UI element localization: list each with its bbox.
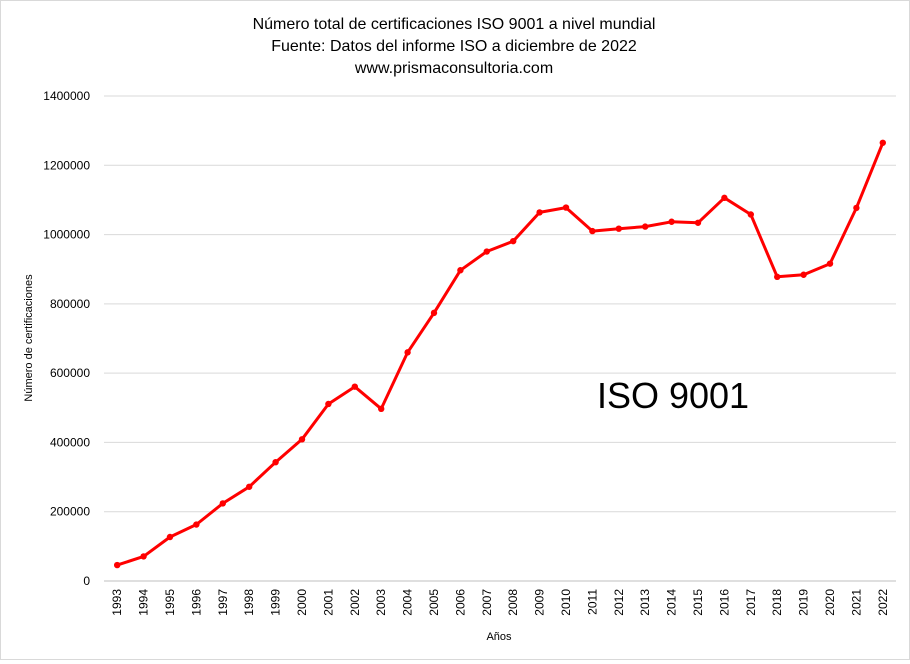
- x-tick-label: 2004: [401, 589, 415, 616]
- data-point: [642, 223, 649, 230]
- series-group: [114, 139, 886, 569]
- chart-subtitle: Fuente: Datos del informe ISO a diciembr…: [271, 38, 637, 55]
- x-tick-label: 2020: [823, 589, 837, 616]
- data-point: [140, 553, 147, 560]
- data-point: [378, 405, 385, 413]
- data-point: [483, 248, 490, 255]
- x-tick-label: 2006: [453, 589, 467, 616]
- data-point: [879, 139, 886, 146]
- x-tick-label: 2008: [506, 589, 520, 616]
- x-tick-label: 2000: [295, 589, 309, 616]
- data-point: [589, 227, 596, 235]
- series-line: [116, 142, 885, 567]
- x-tick-label: 1999: [269, 589, 283, 616]
- x-tick-label: 1993: [110, 589, 124, 616]
- gridlines: [104, 95, 896, 513]
- x-tick-label: 1994: [137, 589, 151, 616]
- x-tick-label: 2015: [691, 589, 705, 616]
- chart-website: www.prismaconsultoria.com: [354, 60, 553, 77]
- x-tick-label: 2011: [585, 589, 599, 615]
- x-tick-label: 2018: [770, 589, 784, 616]
- data-point: [166, 533, 174, 541]
- x-tick-label: 1995: [163, 589, 177, 616]
- y-tick-label: 200000: [50, 505, 90, 519]
- y-tick-label: 600000: [50, 366, 90, 380]
- x-tick-label: 2022: [876, 589, 890, 616]
- x-tick-label: 1996: [189, 589, 203, 616]
- y-tick-label: 1200000: [43, 158, 90, 172]
- data-point: [826, 260, 834, 267]
- data-point: [694, 219, 702, 226]
- data-point: [510, 237, 517, 245]
- data-point: [668, 218, 675, 225]
- x-axis-title: Años: [486, 631, 512, 643]
- data-point: [457, 267, 464, 274]
- x-tick-label: 2010: [559, 589, 573, 616]
- x-tick-label: 2005: [427, 589, 441, 616]
- chart-title: Número total de certificaciones ISO 9001…: [253, 16, 656, 33]
- y-axis-ticks: 0 200000 400000 600000 800000 1000000 1200000 1…: [43, 89, 90, 588]
- y-tick-label: 1000000: [43, 228, 90, 242]
- data-point: [800, 271, 807, 278]
- data-point: [351, 383, 358, 390]
- y-axis-title: Número de certificaciones: [23, 274, 35, 402]
- data-point: [536, 209, 543, 216]
- data-point: [721, 194, 728, 202]
- x-tick-label: 2021: [849, 589, 863, 616]
- y-tick-label: 0: [83, 574, 90, 588]
- data-point: [404, 349, 411, 356]
- x-tick-label: 2009: [533, 589, 547, 616]
- x-tick-label: 2019: [797, 589, 811, 616]
- x-tick-label: 2014: [665, 589, 679, 616]
- y-tick-label: 400000: [50, 435, 90, 449]
- x-tick-label: 2016: [717, 589, 731, 616]
- y-tick-label: 800000: [50, 297, 90, 311]
- x-tick-label: 1997: [216, 589, 230, 616]
- data-point: [430, 309, 438, 317]
- data-point: [615, 225, 622, 232]
- x-tick-label: 1998: [242, 589, 256, 616]
- y-tick-label: 1400000: [43, 89, 90, 103]
- data-point: [562, 204, 570, 211]
- data-point: [774, 273, 781, 281]
- x-tick-label: 2017: [744, 589, 758, 616]
- x-axis-ticks: 1993 1994 1995 1996 1997 1998 1999 2000 2001 2002…: [110, 589, 890, 616]
- data-point: [246, 483, 253, 490]
- data-point: [193, 521, 200, 528]
- data-point: [114, 561, 121, 569]
- x-tick-label: 2003: [374, 589, 388, 616]
- x-tick-label: 2007: [480, 589, 494, 616]
- annotation-label: ISO 9001: [597, 375, 749, 416]
- x-tick-label: 2013: [638, 589, 652, 616]
- data-point: [747, 211, 754, 218]
- x-tick-label: 2001: [321, 589, 335, 616]
- data-point: [298, 436, 306, 443]
- data-point: [272, 458, 279, 466]
- data-point: [853, 204, 860, 212]
- x-tick-label: 2012: [612, 589, 626, 616]
- data-point: [219, 500, 226, 507]
- data-point: [325, 400, 332, 408]
- x-tick-label: 2002: [348, 589, 362, 616]
